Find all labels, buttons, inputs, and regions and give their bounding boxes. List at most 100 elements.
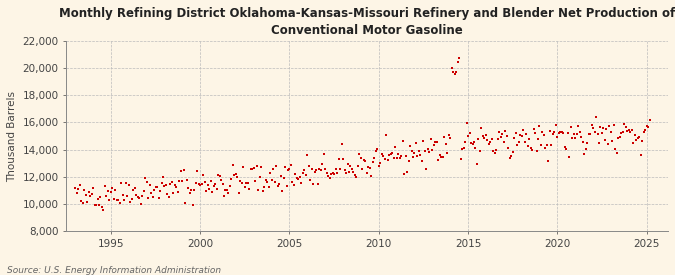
Point (582, 141, 593, 145)
Point (619, 122, 630, 127)
Point (379, 156, 390, 161)
Point (256, 165, 267, 169)
Point (236, 181, 247, 185)
Point (84, 194, 95, 199)
Point (475, 149, 485, 153)
Point (547, 131, 558, 136)
Point (142, 196, 153, 201)
Point (338, 156, 348, 161)
Point (443, 132, 454, 137)
Point (163, 195, 174, 199)
Point (193, 182, 204, 186)
Point (364, 166, 375, 170)
Point (122, 194, 133, 199)
Point (534, 124, 545, 128)
Point (381, 133, 392, 138)
Point (283, 168, 294, 172)
Point (161, 183, 171, 187)
Point (537, 130, 548, 134)
Point (319, 152, 329, 156)
Point (591, 115, 601, 119)
Point (509, 136, 520, 140)
Point (427, 148, 438, 152)
Point (74, 183, 85, 188)
Point (117, 193, 128, 197)
Point (578, 152, 589, 156)
Point (483, 142, 494, 147)
Point (208, 184, 219, 188)
Point (250, 179, 261, 184)
Point (152, 185, 163, 189)
Point (323, 174, 333, 178)
Point (605, 130, 616, 134)
Point (639, 130, 649, 134)
Point (466, 141, 477, 145)
Point (552, 135, 563, 139)
Point (634, 135, 645, 139)
Point (603, 142, 614, 147)
Point (631, 138, 642, 142)
Point (196, 182, 207, 186)
Point (512, 143, 522, 147)
Point (244, 186, 254, 191)
Point (562, 131, 573, 135)
Point (308, 182, 319, 186)
Point (217, 182, 228, 186)
Point (150, 185, 161, 189)
Point (599, 138, 610, 142)
Point (306, 167, 317, 171)
Point (361, 171, 372, 175)
Point (586, 123, 597, 127)
Point (566, 125, 576, 129)
Point (107, 186, 118, 190)
Point (269, 179, 280, 184)
Point (545, 129, 556, 133)
Point (498, 140, 509, 144)
Point (421, 167, 432, 171)
Point (393, 152, 404, 156)
Point (644, 117, 655, 122)
Point (262, 180, 273, 184)
Point (137, 194, 148, 198)
Point (140, 175, 151, 180)
Point (220, 188, 231, 192)
Point (589, 130, 600, 134)
Point (506, 154, 516, 158)
Point (331, 170, 342, 175)
Point (77, 201, 88, 205)
Point (329, 172, 340, 176)
Point (531, 149, 542, 153)
Point (641, 124, 652, 129)
Point (382, 158, 393, 163)
Point (592, 132, 603, 136)
Point (315, 167, 326, 172)
Point (488, 149, 499, 153)
Point (436, 155, 447, 159)
Point (610, 147, 621, 152)
Point (464, 131, 475, 135)
Point (273, 182, 284, 186)
Point (226, 177, 237, 181)
Point (423, 147, 433, 151)
Point (389, 145, 400, 149)
Point (604, 123, 615, 128)
Point (574, 130, 585, 134)
Point (168, 191, 179, 196)
Point (263, 185, 274, 189)
Point (424, 150, 435, 155)
Point (235, 179, 246, 183)
Point (230, 172, 241, 176)
Point (293, 177, 304, 181)
Point (403, 159, 414, 163)
Point (580, 146, 591, 151)
Point (625, 130, 636, 134)
Point (620, 125, 631, 129)
Point (387, 151, 398, 155)
Point (372, 147, 383, 151)
Point (330, 167, 341, 171)
Point (333, 156, 344, 161)
Point (495, 135, 506, 139)
Point (419, 149, 430, 153)
Point (234, 190, 244, 195)
Point (513, 140, 524, 144)
